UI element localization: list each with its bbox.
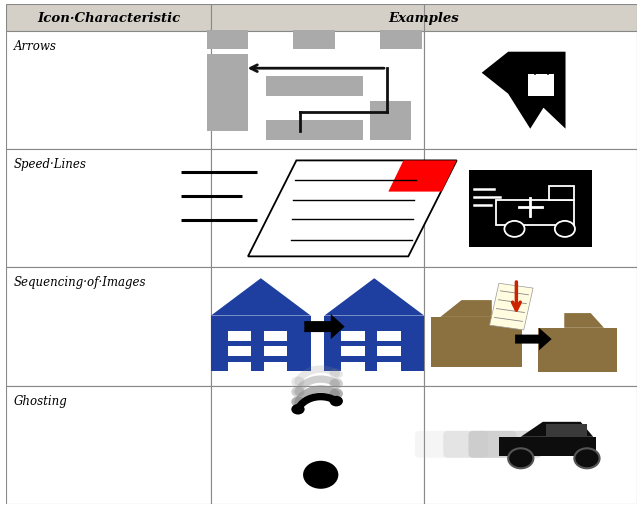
Polygon shape bbox=[565, 314, 604, 328]
Circle shape bbox=[303, 461, 338, 489]
Bar bbox=[212, 5, 637, 32]
Bar bbox=[206, 31, 248, 50]
Bar bbox=[341, 331, 365, 341]
Bar bbox=[212, 150, 424, 268]
Circle shape bbox=[291, 387, 305, 397]
Circle shape bbox=[330, 379, 343, 389]
Bar bbox=[499, 437, 597, 456]
Circle shape bbox=[555, 221, 575, 237]
Bar bbox=[496, 201, 574, 225]
Circle shape bbox=[504, 221, 525, 237]
Text: Ghosting: Ghosting bbox=[14, 394, 68, 407]
Polygon shape bbox=[521, 422, 593, 437]
FancyBboxPatch shape bbox=[415, 431, 488, 458]
Polygon shape bbox=[440, 300, 492, 317]
Polygon shape bbox=[515, 328, 552, 351]
Text: Speed·Lines: Speed·Lines bbox=[14, 158, 87, 171]
FancyBboxPatch shape bbox=[443, 431, 516, 458]
Bar bbox=[212, 386, 424, 504]
Bar bbox=[424, 386, 637, 504]
Bar bbox=[6, 386, 212, 504]
Bar bbox=[377, 362, 401, 372]
Circle shape bbox=[291, 404, 305, 415]
Bar bbox=[228, 331, 251, 341]
Polygon shape bbox=[304, 315, 345, 340]
Bar bbox=[424, 32, 637, 150]
Bar bbox=[341, 362, 365, 372]
Bar bbox=[211, 316, 311, 371]
Bar bbox=[377, 331, 401, 341]
Circle shape bbox=[330, 388, 343, 399]
Bar bbox=[264, 331, 287, 341]
Circle shape bbox=[291, 377, 305, 387]
Polygon shape bbox=[388, 161, 457, 192]
Bar bbox=[293, 31, 335, 50]
Bar bbox=[264, 362, 287, 372]
Polygon shape bbox=[324, 278, 424, 316]
Bar bbox=[206, 55, 248, 132]
Bar bbox=[6, 268, 212, 386]
Bar bbox=[6, 32, 212, 150]
Bar bbox=[6, 5, 212, 32]
Bar bbox=[212, 32, 424, 150]
Circle shape bbox=[574, 448, 599, 468]
Text: Sequencing·of·Images: Sequencing·of·Images bbox=[14, 276, 147, 289]
Polygon shape bbox=[489, 284, 533, 330]
Bar bbox=[424, 150, 637, 268]
Bar bbox=[380, 31, 422, 50]
Polygon shape bbox=[482, 52, 566, 129]
Polygon shape bbox=[211, 278, 311, 316]
Bar bbox=[546, 424, 587, 437]
Circle shape bbox=[508, 448, 534, 468]
Bar bbox=[431, 317, 522, 367]
Bar bbox=[266, 121, 363, 140]
Bar bbox=[538, 328, 617, 372]
Bar bbox=[228, 347, 251, 357]
Text: Arrows: Arrows bbox=[14, 40, 57, 53]
Bar bbox=[549, 186, 574, 201]
Text: Icon·Characteristic: Icon·Characteristic bbox=[37, 12, 181, 25]
Bar bbox=[6, 150, 212, 268]
Bar bbox=[341, 347, 365, 357]
Bar bbox=[324, 316, 424, 371]
Circle shape bbox=[330, 396, 343, 407]
Circle shape bbox=[291, 397, 305, 407]
FancyBboxPatch shape bbox=[469, 431, 541, 458]
Polygon shape bbox=[248, 161, 457, 257]
Bar bbox=[264, 347, 287, 357]
Bar bbox=[228, 362, 251, 372]
Bar bbox=[528, 74, 554, 97]
Bar bbox=[377, 347, 401, 357]
Text: Examples: Examples bbox=[388, 12, 459, 25]
Bar bbox=[370, 102, 411, 140]
Bar bbox=[424, 268, 637, 386]
Bar bbox=[212, 268, 424, 386]
Bar bbox=[266, 77, 363, 97]
Bar bbox=[469, 171, 592, 248]
Circle shape bbox=[330, 369, 343, 379]
